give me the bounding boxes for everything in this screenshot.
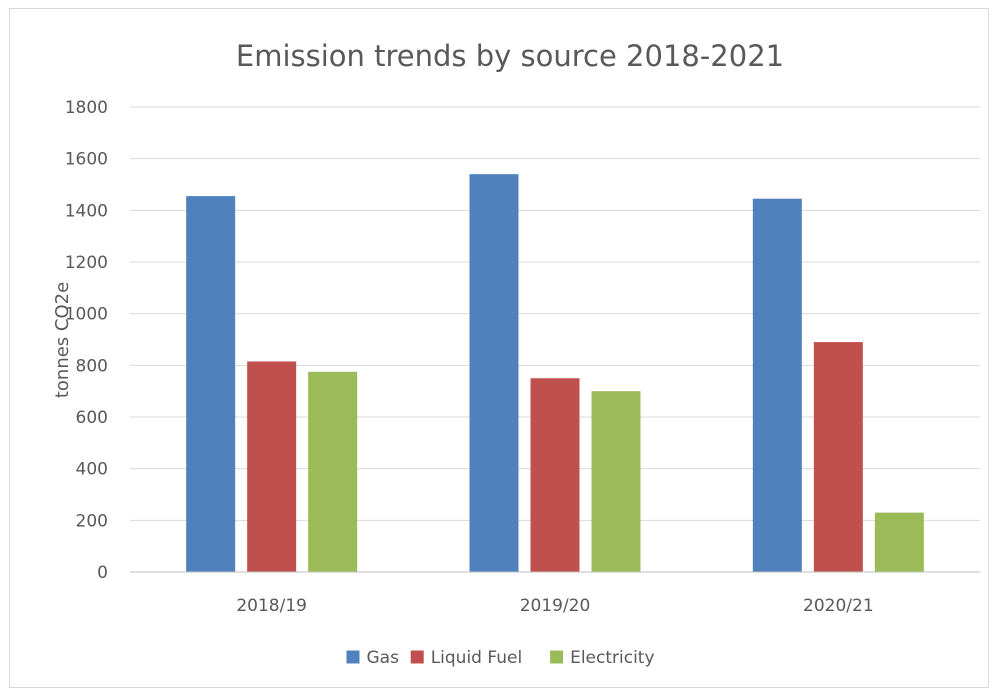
legend-label: Electricity [570, 648, 654, 668]
y-axis-ticks: 0 200 400 600 800 1000 1200 1400 1600 1800 [65, 98, 108, 583]
x-axis-ticks: 2018/19 2019/20 2020/21 [236, 596, 873, 616]
legend-swatch [410, 650, 424, 664]
y-tick-label: 1400 [65, 201, 108, 221]
bar-gas-0 [186, 196, 236, 572]
x-tick-label: 2020/21 [803, 596, 874, 616]
y-tick-label: 1800 [65, 98, 108, 118]
bar-liquid-fuel-2 [813, 342, 863, 572]
bar-liquid-fuel-1 [530, 378, 580, 572]
bars [186, 174, 924, 573]
y-tick-label: 1600 [65, 150, 108, 170]
legend: Gas Liquid Fuel Electricity [346, 648, 655, 668]
y-tick-label: 600 [76, 408, 108, 428]
y-tick-label: 200 [76, 511, 108, 531]
y-tick-label: 0 [97, 563, 108, 583]
y-axis-label: tonnes CO2e [52, 282, 73, 398]
bar-liquid-fuel-0 [247, 361, 297, 572]
bar-gas-1 [469, 174, 519, 572]
y-tick-label: 400 [76, 460, 108, 480]
legend-label: Gas [367, 648, 400, 668]
bar-electricity-0 [308, 371, 358, 572]
legend-swatch [550, 650, 564, 664]
bar-electricity-2 [874, 512, 924, 572]
chart-title: Emission trends by source 2018-2021 [236, 39, 784, 73]
bar-electricity-1 [591, 391, 641, 572]
x-tick-label: 2019/20 [520, 596, 591, 616]
y-tick-label: 1200 [65, 253, 108, 273]
bar-gas-2 [752, 198, 802, 573]
y-tick-label: 800 [76, 356, 108, 376]
y-tick-label: 1000 [65, 305, 108, 325]
x-tick-label: 2018/19 [236, 596, 307, 616]
legend-label: Liquid Fuel [431, 648, 522, 668]
legend-swatch [346, 650, 360, 664]
